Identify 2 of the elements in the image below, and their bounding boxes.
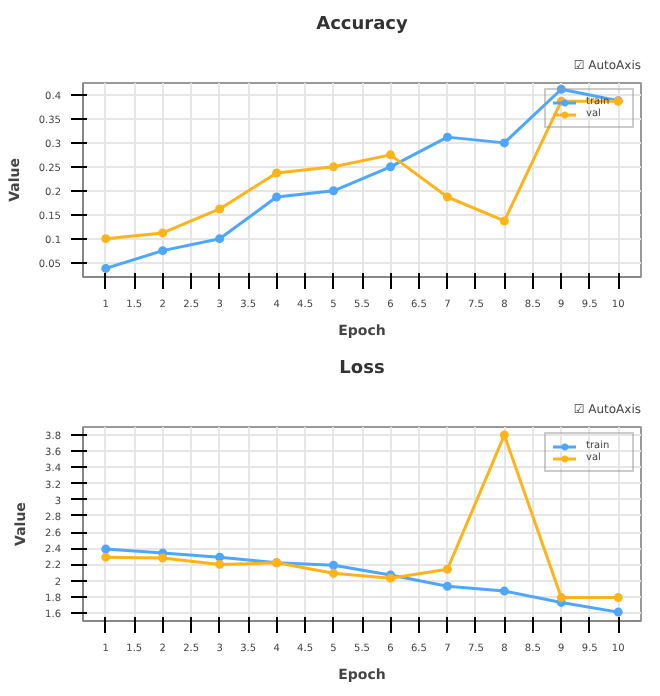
chart-title: Loss	[339, 359, 385, 379]
chart-title: Accuracy	[316, 15, 409, 35]
